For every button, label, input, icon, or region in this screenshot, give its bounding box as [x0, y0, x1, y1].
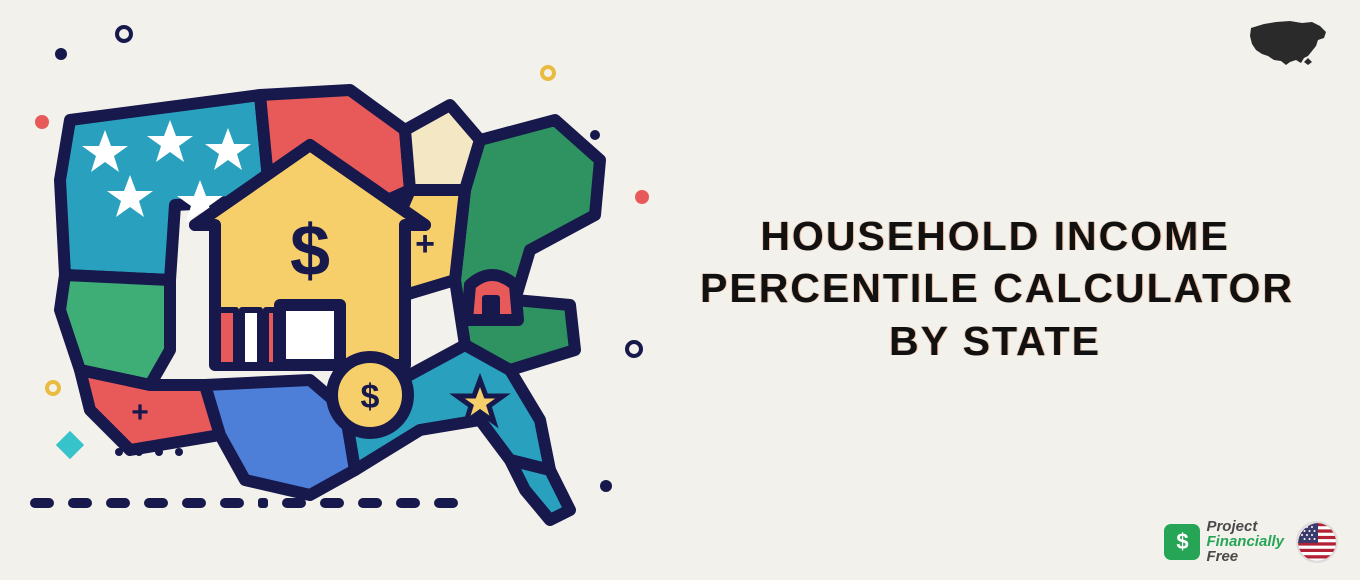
logo-text: Project Financially Free — [1206, 519, 1284, 564]
us-silhouette-icon — [1246, 18, 1332, 73]
banner-root: HOUSEHOLD INCOME PERCENTILE CALCULATOR B… — [0, 0, 1360, 580]
headline-line-3: BY STATE — [700, 315, 1290, 367]
deco-ring — [45, 380, 61, 396]
deco-ring — [115, 25, 133, 43]
project-financially-free-logo: $ Project Financially Free — [1164, 519, 1284, 564]
logo-text-3: Free — [1206, 549, 1284, 564]
deco-dot — [35, 115, 49, 129]
svg-text:$: $ — [290, 211, 330, 291]
headline-line-1: HOUSEHOLD INCOME — [700, 210, 1290, 262]
deco-dash-row — [30, 498, 458, 508]
deco-dot — [55, 48, 67, 60]
logo-mark-glyph: $ — [1176, 529, 1188, 555]
logo-mark-icon: $ — [1164, 524, 1200, 560]
deco-dot — [600, 480, 612, 492]
svg-text:$: $ — [361, 378, 380, 416]
headline-line-2: PERCENTILE CALCULATOR — [700, 262, 1290, 314]
deco-dot — [635, 190, 649, 204]
svg-text:+: + — [131, 396, 149, 429]
income-map-illustration: + + — [10, 50, 650, 530]
logo-text-2: Financially — [1206, 534, 1284, 549]
logo-text-1: Project — [1206, 519, 1284, 534]
deco-dot — [590, 130, 600, 140]
deco-ring — [625, 340, 643, 358]
deco-dot-row — [115, 448, 183, 456]
deco-ring — [540, 65, 556, 81]
logo-cluster: $ Project Financially Free — [1164, 519, 1338, 564]
us-flag-icon — [1296, 521, 1338, 563]
headline: HOUSEHOLD INCOME PERCENTILE CALCULATOR B… — [700, 210, 1290, 367]
